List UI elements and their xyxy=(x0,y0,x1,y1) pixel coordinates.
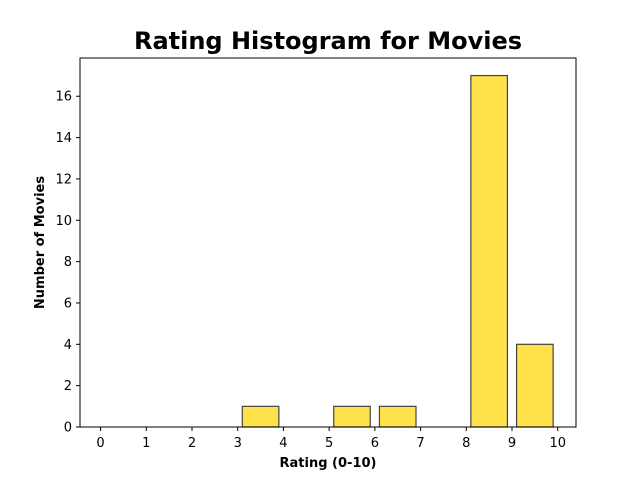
x-tick-label: 3 xyxy=(234,436,242,451)
bar-bin-3-4 xyxy=(241,405,280,428)
plot-area-frame xyxy=(79,57,577,428)
x-tick-label: 1 xyxy=(142,436,150,451)
x-axis-ticks: 0 1 2 3 4 5 6 7 8 9 10 xyxy=(96,427,566,451)
x-tick-label: 7 xyxy=(416,436,424,451)
x-tick-label: 4 xyxy=(279,436,287,451)
x-axis-label: Rating (0-10) xyxy=(280,456,377,471)
bar-bin-5-6 xyxy=(333,405,371,428)
bar-bin-8-9 xyxy=(470,74,509,428)
y-tick-label: 10 xyxy=(55,214,72,229)
bars-group xyxy=(241,74,554,428)
x-tick-label: 8 xyxy=(462,436,470,451)
y-axis-ticks: 0 2 4 6 8 10 12 14 16 xyxy=(55,90,80,436)
bar-bin-9-10 xyxy=(515,343,554,428)
y-tick-label: 6 xyxy=(64,296,72,311)
bar-bin-6-7 xyxy=(378,405,417,428)
y-tick-label: 8 xyxy=(64,255,72,270)
y-tick-label: 4 xyxy=(64,338,72,353)
y-tick-label: 14 xyxy=(55,131,72,146)
x-tick-label: 10 xyxy=(549,436,566,451)
x-tick-label: 5 xyxy=(325,436,333,451)
x-tick-label: 6 xyxy=(371,436,379,451)
x-tick-label: 0 xyxy=(96,436,104,451)
y-tick-label: 0 xyxy=(64,421,72,436)
x-tick-label: 2 xyxy=(188,436,196,451)
y-tick-label: 12 xyxy=(55,172,72,187)
y-tick-label: 2 xyxy=(64,379,72,394)
chart-title: Rating Histogram for Movies xyxy=(134,27,522,55)
y-tick-label: 16 xyxy=(55,90,72,105)
x-tick-label: 9 xyxy=(508,436,516,451)
y-axis-label: Number of Movies xyxy=(33,176,48,309)
